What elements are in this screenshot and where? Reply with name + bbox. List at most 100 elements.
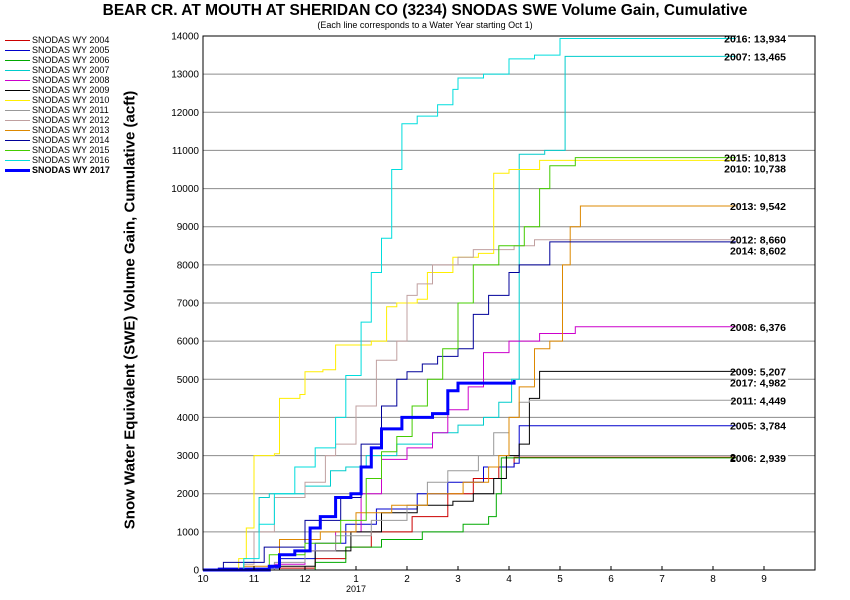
y-tick-label: 14000 xyxy=(171,32,199,43)
end-label-bg xyxy=(736,321,788,333)
y-tick-label: 12000 xyxy=(171,108,199,119)
legend-swatch xyxy=(5,119,30,121)
y-tick-label: 5000 xyxy=(177,375,200,386)
y-tick-label: 0 xyxy=(193,566,199,577)
end-label-bg xyxy=(736,395,788,407)
legend-swatch xyxy=(5,99,30,101)
legend-swatch xyxy=(5,159,30,161)
y-tick-label: 11000 xyxy=(172,146,200,157)
x-tick-label: 4 xyxy=(506,574,512,585)
series-end-label: 2016: 13,934 xyxy=(724,34,786,46)
legend-item: SNODAS WY 2010 xyxy=(5,95,110,105)
legend-label: SNODAS WY 2005 xyxy=(32,45,110,55)
legend-label: SNODAS WY 2013 xyxy=(32,125,110,135)
legend-label: SNODAS WY 2006 xyxy=(32,55,110,65)
series-line-snodas-wy-2012 xyxy=(203,239,764,571)
legend-label: SNODAS WY 2007 xyxy=(32,65,110,75)
series-layer xyxy=(203,38,764,572)
legend-swatch xyxy=(5,79,30,81)
legend-swatch xyxy=(5,69,30,71)
x-tick-label: 6 xyxy=(608,574,614,585)
x-tick-label: 9 xyxy=(761,574,767,585)
legend-item: SNODAS WY 2014 xyxy=(5,135,110,145)
series-end-label: 2005: 3,784 xyxy=(730,421,786,433)
end-label-bg xyxy=(736,152,788,164)
legend-swatch xyxy=(5,139,30,141)
end-label-bg xyxy=(736,51,788,63)
legend-swatch xyxy=(5,168,30,172)
series-end-label: 2013: 9,542 xyxy=(730,201,786,213)
x-tick-label: 11 xyxy=(249,574,260,585)
y-tick-label: 3000 xyxy=(177,451,200,462)
legend-item: SNODAS WY 2004 xyxy=(5,35,110,45)
legend-label: SNODAS WY 2016 xyxy=(32,155,110,165)
end-label-bg xyxy=(736,245,788,257)
series-line-snodas-wy-2007 xyxy=(203,55,764,571)
y-tick-label: 10000 xyxy=(171,184,199,195)
x-tick-label: 1 xyxy=(353,574,359,585)
legend-item: SNODAS WY 2006 xyxy=(5,55,110,65)
legend-label: SNODAS WY 2014 xyxy=(32,135,110,145)
x-tick-label: 12 xyxy=(299,574,311,585)
series-line-snodas-wy-2017 xyxy=(203,380,516,572)
legend-item: SNODAS WY 2015 xyxy=(5,145,110,155)
legend-item: SNODAS WY 2008 xyxy=(5,75,110,85)
y-tick-label: 7000 xyxy=(177,299,200,310)
series-end-label: 2007: 13,465 xyxy=(724,51,786,63)
x-tick-label: 8 xyxy=(710,574,716,585)
legend-label: SNODAS WY 2010 xyxy=(32,95,110,105)
y-tick-label: 13000 xyxy=(171,70,199,81)
x-tick-label: 7 xyxy=(659,574,665,585)
legend-item: SNODAS WY 2007 xyxy=(5,65,110,75)
legend-label: SNODAS WY 2011 xyxy=(32,105,109,115)
end-label-bg xyxy=(736,366,788,378)
legend-label: SNODAS WY 2004 xyxy=(32,35,110,45)
grid-layer xyxy=(203,73,815,533)
end-label-bg xyxy=(736,377,788,389)
legend-item: SNODAS WY 2005 xyxy=(5,45,110,55)
end-label-bg xyxy=(736,33,788,45)
legend-swatch xyxy=(5,59,30,61)
y-tick-label: 6000 xyxy=(177,337,200,348)
legend-item: SNODAS WY 2017 xyxy=(5,165,110,175)
end-label-bg xyxy=(736,163,788,175)
series-end-label: 2008: 6,376 xyxy=(730,322,786,334)
legend-item: SNODAS WY 2009 xyxy=(5,85,110,95)
series-end-label: 2006: 2,939 xyxy=(730,453,786,465)
series-end-label: 2014: 8,602 xyxy=(730,246,786,258)
legend-swatch xyxy=(5,49,30,51)
series-line-snodas-wy-2013 xyxy=(203,205,764,571)
end-label-layer: 2016: 13,934 2007: 13,465 2015: 10,8132010… xyxy=(724,33,788,465)
series-end-label: 2017: 4,982 xyxy=(730,377,786,389)
y-tick-label: 1000 xyxy=(177,527,200,538)
series-line-snodas-wy-2014 xyxy=(203,241,764,571)
chart-subtitle: (Each line corresponds to a Water Year s… xyxy=(317,20,533,30)
legend-item: SNODAS WY 2016 xyxy=(5,155,110,165)
series-line-snodas-wy-2016 xyxy=(203,38,764,571)
x-year-label: 2017 xyxy=(346,584,366,594)
legend-label: SNODAS WY 2008 xyxy=(32,75,110,85)
legend-swatch xyxy=(5,129,30,131)
y-tick-label: 9000 xyxy=(177,222,200,233)
end-label-bg xyxy=(736,420,788,432)
legend-swatch xyxy=(5,109,30,111)
legend-item: SNODAS WY 2012 xyxy=(5,115,110,125)
series-line-snodas-wy-2015 xyxy=(203,157,764,571)
series-line-snodas-wy-2008 xyxy=(203,326,764,571)
series-end-label: 2015: 10,813 xyxy=(724,153,786,165)
end-label-bg xyxy=(736,452,788,464)
legend-item: SNODAS WY 2011 xyxy=(5,105,110,115)
legend-swatch xyxy=(5,149,30,151)
x-tick-label: 3 xyxy=(455,574,461,585)
series-end-label: 2009: 5,207 xyxy=(730,366,786,378)
y-tick-label: 4000 xyxy=(177,413,200,424)
series-end-label: 2010: 10,738 xyxy=(724,164,786,176)
chart-title: BEAR CR. AT MOUTH AT SHERIDAN CO (3234) … xyxy=(102,2,748,19)
x-tick-label: 10 xyxy=(197,574,209,585)
legend-swatch xyxy=(5,89,30,91)
legend-label: SNODAS WY 2015 xyxy=(32,145,110,155)
series-end-label: 2012: 8,660 xyxy=(730,235,786,247)
series-line-snodas-wy-2006 xyxy=(203,457,764,571)
y-tick-label: 8000 xyxy=(177,260,200,271)
